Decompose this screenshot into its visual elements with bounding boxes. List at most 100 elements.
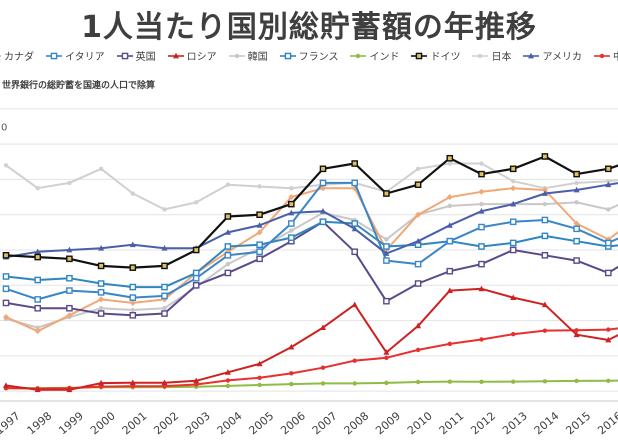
series-英国: [2, 218, 618, 319]
data-point: [605, 181, 612, 188]
data-point: [224, 229, 231, 235]
data-point: [319, 218, 327, 226]
data-point: [414, 260, 422, 268]
legend-swatch: [167, 52, 184, 58]
legend: カナダ イタリア 英国 ロシア 韓国 フランス インド ドイツ 日本 アメリカ 中国: [0, 48, 618, 63]
x-tick-label: 2001: [120, 409, 150, 437]
data-point: [35, 186, 40, 191]
data-point: [605, 165, 612, 173]
data-point: [478, 285, 485, 292]
data-point: [162, 207, 167, 212]
series-line: [5, 220, 618, 317]
data-point: [129, 379, 136, 386]
data-point: [511, 379, 516, 384]
data-point: [541, 190, 548, 196]
data-point: [606, 327, 611, 332]
data-point: [66, 246, 73, 253]
legend-label: インド: [369, 52, 400, 63]
data-point: [192, 269, 200, 277]
data-point: [542, 201, 548, 207]
data-point: [446, 267, 454, 275]
data-point: [541, 251, 549, 259]
series-ロシア: [3, 285, 618, 393]
data-point: [35, 325, 40, 330]
data-point: [98, 296, 105, 303]
data-point: [289, 186, 294, 191]
legend-item-中国: 中国: [593, 48, 618, 63]
x-tick-label: 2013: [500, 409, 530, 437]
data-point: [446, 287, 453, 293]
data-point: [288, 209, 295, 216]
data-point: [289, 228, 294, 233]
legend-marker: [121, 52, 128, 59]
data-point: [320, 207, 326, 214]
data-point: [351, 220, 359, 227]
data-point: [34, 296, 41, 303]
data-point: [447, 161, 452, 166]
data-point: [66, 287, 73, 294]
data-point: [320, 324, 326, 331]
legend-label: 韓国: [247, 52, 268, 63]
legend-swatch: [350, 53, 367, 58]
data-point: [257, 375, 262, 380]
data-point: [415, 322, 422, 329]
data-point: [130, 384, 135, 389]
data-point: [256, 211, 263, 219]
data-point: [320, 381, 326, 386]
data-point: [573, 257, 580, 264]
legend-label: 日本: [491, 52, 512, 63]
data-point: [574, 180, 579, 186]
data-point: [288, 200, 295, 208]
x-tick-label: 1999: [56, 409, 86, 437]
data-point: [192, 274, 200, 282]
series-ドイツ: [2, 153, 618, 271]
legend-swatch: [593, 53, 610, 58]
x-tick-label: 2012: [468, 409, 498, 437]
data-point: [383, 349, 390, 355]
y-tick-label: 0: [1, 122, 7, 133]
data-point: [129, 299, 136, 306]
data-point: [351, 248, 359, 256]
data-point: [415, 379, 421, 385]
data-point: [447, 379, 452, 384]
data-point: [257, 184, 262, 189]
data-point: [192, 246, 200, 254]
legend-marker: [599, 53, 605, 58]
data-point: [320, 365, 326, 370]
data-point: [541, 232, 549, 240]
data-point: [446, 154, 454, 162]
legend-swatch: [472, 53, 489, 58]
x-tick-label: 2009: [373, 409, 403, 437]
data-point: [224, 269, 232, 277]
series-line: [5, 181, 618, 301]
data-point: [414, 181, 422, 189]
data-point: [606, 378, 611, 383]
legend-swatch: [279, 52, 296, 59]
x-tick-label: 2005: [246, 409, 276, 437]
legend-swatch: [228, 53, 245, 58]
legend-swatch: [523, 52, 540, 58]
data-point: [383, 250, 390, 256]
legend-item-ドイツ: ドイツ: [411, 48, 460, 63]
data-point: [34, 386, 41, 393]
data-point: [129, 311, 137, 319]
data-point: [161, 292, 168, 300]
data-point: [224, 369, 231, 375]
x-tick-label: 2014: [532, 409, 562, 437]
x-tick-label: 2011: [437, 409, 467, 437]
data-point: [573, 220, 580, 227]
data-point: [605, 269, 612, 277]
data-point: [225, 383, 231, 389]
data-point: [130, 307, 135, 313]
data-point: [351, 179, 359, 187]
data-point: [288, 220, 295, 227]
data-point: [2, 273, 10, 280]
legend-marker: [172, 52, 179, 58]
data-point: [224, 243, 232, 250]
data-point: [34, 276, 41, 284]
data-point: [129, 283, 137, 291]
data-point: [98, 379, 105, 386]
data-point: [256, 248, 263, 256]
series-line: [5, 162, 618, 211]
x-tick-label: 2016: [595, 409, 618, 437]
